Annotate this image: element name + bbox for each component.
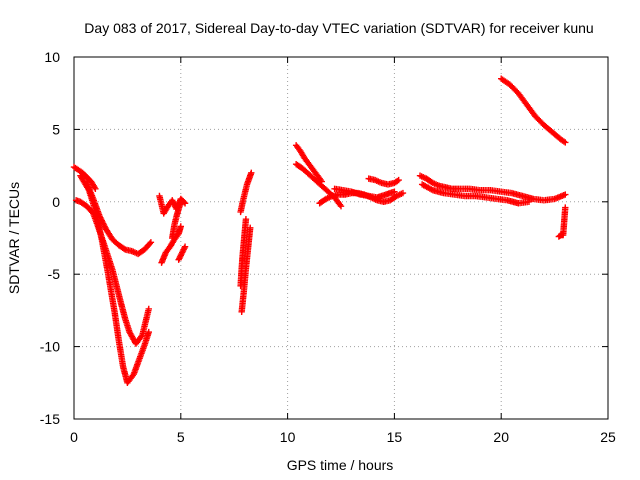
series-arc-4	[83, 179, 155, 258]
data-point-marker	[560, 138, 568, 145]
x-tick-label: 15	[387, 429, 403, 445]
x-tick-label: 5	[177, 429, 185, 445]
x-axis-label: GPS time / hours	[287, 457, 394, 473]
data-point-marker	[525, 198, 533, 205]
data-point-marker	[146, 240, 154, 247]
data-point-marker	[399, 189, 407, 197]
data-point-marker	[242, 215, 250, 223]
series-arc-20	[555, 204, 569, 240]
data-point-marker	[177, 223, 184, 230]
series-arc-8	[175, 243, 189, 263]
series-arc-16	[365, 175, 402, 188]
series-arc-17	[416, 172, 569, 204]
series-arc-19	[498, 75, 569, 146]
data-point-marker	[248, 169, 255, 177]
y-tick-label: 0	[52, 194, 60, 210]
data-point-marker	[145, 328, 152, 336]
y-axis-label: SDTVAR / TECUs	[6, 182, 22, 294]
data-point-marker	[391, 188, 398, 195]
y-tick-label: 5	[52, 121, 60, 137]
y-tick-label: -10	[40, 339, 60, 355]
x-tick-label: 10	[280, 429, 296, 445]
series-arc-11	[238, 224, 254, 316]
data-point-marker	[145, 305, 152, 313]
axis-ticks: 0 5 10 15 20 25 -15 -10 -5 0 5 10	[40, 49, 616, 445]
data-point-marker	[247, 224, 254, 232]
y-tick-label: 10	[44, 49, 60, 65]
series-arc-15	[331, 185, 398, 201]
x-tick-label: 25	[600, 429, 616, 445]
data-point-marker	[147, 239, 155, 246]
data-point-marker	[120, 245, 128, 252]
x-tick-label: 20	[493, 429, 509, 445]
series-arc-1	[70, 163, 99, 192]
series-arc-7	[169, 198, 184, 242]
series-arc-13	[292, 160, 345, 210]
data-point-marker	[181, 243, 189, 250]
series-arc-18	[418, 181, 533, 207]
data-point-marker	[395, 176, 402, 184]
data-point-marker	[337, 202, 345, 210]
y-tick-label: -15	[40, 411, 60, 427]
plot-frame	[73, 56, 609, 420]
x-tick-label: 0	[70, 429, 78, 445]
data-points	[70, 75, 569, 386]
chart-title: Day 083 of 2017, Sidereal Day-to-day VTE…	[84, 20, 593, 36]
data-point-marker	[562, 204, 569, 211]
data-point-marker	[177, 198, 184, 205]
data-point-marker	[562, 139, 569, 146]
data-point-marker	[92, 185, 99, 192]
y-tick-label: -5	[48, 266, 61, 282]
series-arc-10	[237, 169, 255, 216]
data-point-marker	[562, 191, 569, 198]
data-point-marker	[394, 177, 401, 185]
